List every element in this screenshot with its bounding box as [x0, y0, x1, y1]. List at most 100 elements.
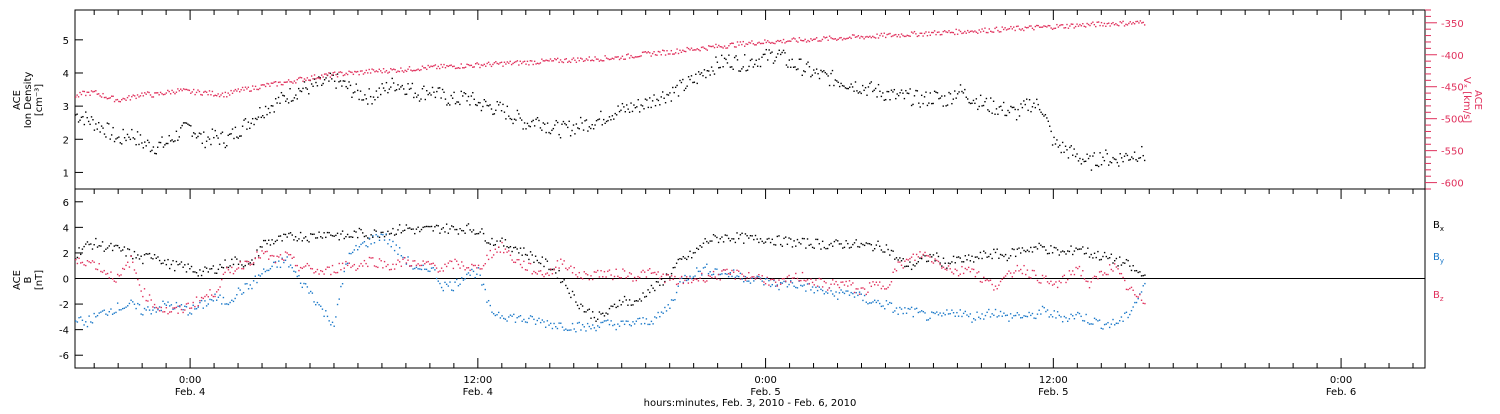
panel2-point: [692, 279, 695, 281]
panel1-point: [559, 137, 562, 139]
panel2-point: [346, 233, 349, 236]
panel2-point: [937, 260, 940, 263]
panel2-point: [969, 313, 972, 315]
panel1-point: [971, 30, 973, 32]
panel2-point: [298, 274, 300, 277]
panel2-point: [984, 279, 987, 282]
panel2-point: [397, 229, 399, 231]
panel2-point: [956, 256, 958, 259]
panel1-y2tick-label: -350: [1441, 19, 1464, 30]
panel2-point: [340, 233, 342, 235]
panel2-point: [365, 262, 367, 265]
panel1-point: [532, 63, 534, 66]
panel1-point: [145, 145, 147, 147]
panel2-point: [618, 276, 621, 279]
panel1-point: [1072, 23, 1074, 25]
panel2-point: [348, 252, 350, 255]
panel1-point: [542, 60, 544, 62]
panel2-point: [175, 306, 178, 309]
panel2-point: [1129, 313, 1131, 316]
panel2-point: [761, 280, 763, 282]
panel2-point: [1011, 276, 1014, 278]
panel2-point: [472, 229, 475, 231]
legend-item: Bx: [1433, 220, 1444, 233]
panel2-point: [1026, 315, 1029, 318]
panel1-point: [368, 68, 370, 71]
panel2-point: [202, 307, 204, 309]
panel1-point: [847, 87, 849, 90]
panel2-point: [519, 263, 522, 266]
panel2-point: [360, 262, 362, 265]
panel2-point: [284, 233, 287, 236]
panel2-point: [642, 269, 644, 272]
panel2-point: [988, 255, 990, 258]
panel2-point: [450, 260, 453, 263]
panel2-point: [435, 267, 438, 269]
panel2-point: [1028, 250, 1030, 253]
panel2-point: [627, 275, 629, 278]
panel1-point: [669, 92, 671, 94]
panel2-point: [187, 314, 189, 316]
panel2-point: [101, 271, 104, 273]
panel1-point: [333, 80, 336, 83]
panel2-ytick-label: 6: [63, 198, 69, 209]
panel1-point: [167, 142, 169, 145]
panel1-point: [75, 96, 77, 98]
panel1-point: [1004, 114, 1006, 117]
panel1-point: [282, 84, 284, 86]
panel2-point: [316, 301, 319, 304]
panel2-point: [795, 272, 797, 275]
panel1-point: [741, 43, 743, 46]
panel2-point: [954, 315, 956, 317]
panel1-point: [1059, 144, 1061, 147]
panel2-point: [486, 242, 488, 244]
panel2-point: [539, 270, 542, 272]
panel2-point: [293, 270, 295, 273]
panel2-point: [682, 282, 685, 285]
panel1-point: [146, 91, 149, 93]
panel2-point: [509, 314, 512, 316]
panel2-point: [523, 318, 525, 321]
panel2-point: [1053, 246, 1055, 249]
panel2-point: [528, 317, 530, 320]
panel2-point: [172, 260, 174, 262]
panel1-point: [326, 74, 329, 76]
panel1-point: [821, 38, 824, 41]
panel2-point: [365, 244, 367, 247]
panel1-point: [197, 135, 199, 138]
panel2-point: [649, 323, 651, 326]
panel1-point: [680, 81, 683, 84]
panel1-point: [180, 127, 182, 129]
panel1-point: [138, 96, 140, 98]
panel2-point: [262, 239, 265, 242]
panel1-point: [1070, 23, 1072, 25]
panel1-point: [552, 127, 555, 130]
panel2-point: [949, 262, 951, 265]
panel1-point: [1126, 154, 1129, 157]
panel2-point: [580, 329, 582, 331]
panel2-point: [424, 268, 426, 270]
panel1-point: [637, 55, 639, 58]
panel1-point: [152, 96, 155, 98]
panel1-point: [564, 58, 566, 61]
panel1-point: [854, 81, 857, 83]
panel2-point: [1033, 246, 1035, 248]
panel1-point: [610, 119, 612, 121]
panel1-point: [477, 101, 480, 104]
panel2-point: [570, 265, 572, 267]
panel2-point: [1087, 280, 1089, 283]
panel1-point: [611, 115, 614, 117]
panel2-point: [719, 238, 721, 240]
panel1-point: [230, 89, 232, 92]
panel1-point: [939, 97, 942, 99]
panel2-point: [973, 268, 975, 271]
panel2-point: [899, 257, 901, 259]
panel2-point: [684, 257, 686, 259]
panel2-point: [931, 311, 933, 313]
panel1-point: [132, 94, 134, 96]
panel1-point: [1099, 24, 1101, 27]
panel2-point: [118, 309, 121, 311]
panel1-point: [761, 56, 763, 58]
panel1-point: [631, 56, 634, 59]
panel2-point: [613, 303, 616, 306]
